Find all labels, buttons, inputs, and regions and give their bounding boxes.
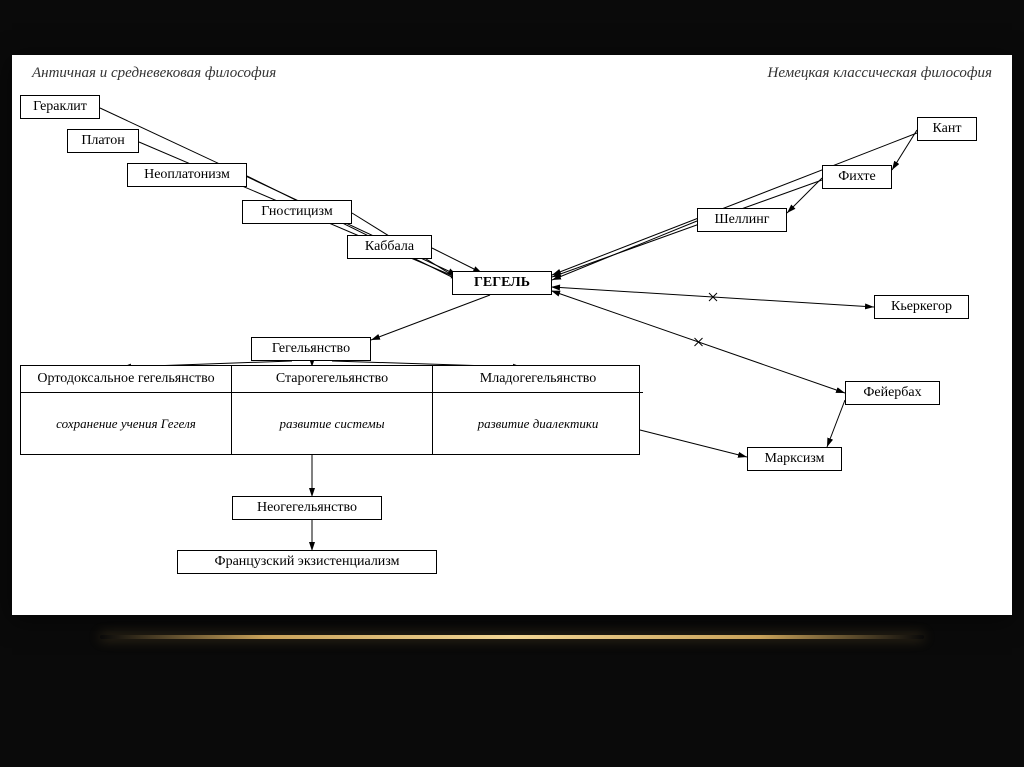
node-gnosticism: Гностицизм (242, 200, 352, 224)
node-schelling: Шеллинг (697, 208, 787, 232)
node-fichte: Фихте (822, 165, 892, 189)
node-neohegelianism: Неогегельянство (232, 496, 382, 520)
branch-title-0: Ортодоксальное гегельянство (21, 366, 231, 393)
header-right: Немецкая классическая философия (768, 65, 993, 82)
branch-title-2: Младогегельянство (433, 366, 643, 393)
branch-sub-0: сохранение учения Гегеля (21, 393, 231, 454)
node-neoplatonism: Неоплатонизм (127, 163, 247, 187)
node-hegelianism: Гегельянство (251, 337, 371, 361)
accent-glow-bar (100, 635, 924, 639)
branch-sub-1: развитие системы (232, 393, 432, 454)
node-kant: Кант (917, 117, 977, 141)
branch-group: Ортодоксальное гегельянствосохранение уч… (20, 365, 640, 455)
edges-layer (12, 55, 1012, 615)
node-heraclitus: Гераклит (20, 95, 100, 119)
node-marxism: Марксизм (747, 447, 842, 471)
header-left: Античная и средневековая философия (32, 65, 276, 82)
branch-title-1: Старогегельянство (232, 366, 432, 393)
node-kierkegaard: Кьеркегор (874, 295, 969, 319)
branch-sub-2: развитие диалектики (433, 393, 643, 454)
node-hegel: ГЕГЕЛЬ (452, 271, 552, 295)
node-french-existentialism: Французский экзистенциализм (177, 550, 437, 574)
branch-col-2: Младогегельянстворазвитие диалектики (433, 366, 643, 454)
node-kabbalah: Каббала (347, 235, 432, 259)
node-plato: Платон (67, 129, 139, 153)
node-feuerbach: Фейербах (845, 381, 940, 405)
branch-col-1: Старогегельянстворазвитие системы (232, 366, 433, 454)
branch-col-0: Ортодоксальное гегельянствосохранение уч… (21, 366, 232, 454)
diagram-frame: Античная и средневековая философия Немец… (12, 55, 1012, 615)
